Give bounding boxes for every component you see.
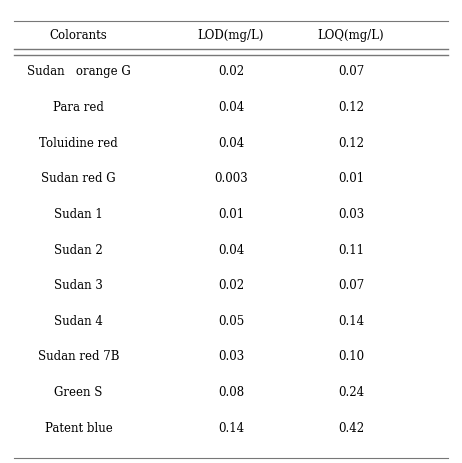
Text: 0.12: 0.12 <box>338 101 364 114</box>
Text: 0.07: 0.07 <box>338 279 364 292</box>
Text: 0.14: 0.14 <box>218 422 244 435</box>
Text: Sudan red G: Sudan red G <box>41 172 116 185</box>
Text: 0.03: 0.03 <box>218 350 244 363</box>
Text: 0.07: 0.07 <box>338 65 364 78</box>
Text: Sudan 2: Sudan 2 <box>54 244 103 257</box>
Text: Para red: Para red <box>53 101 104 114</box>
Text: 0.04: 0.04 <box>218 101 244 114</box>
Text: 0.02: 0.02 <box>218 65 244 78</box>
Text: LOQ(mg/L): LOQ(mg/L) <box>318 29 384 42</box>
Text: LOD(mg/L): LOD(mg/L) <box>198 29 264 42</box>
Text: Sudan red 7B: Sudan red 7B <box>38 350 119 363</box>
Text: 0.04: 0.04 <box>218 244 244 257</box>
Text: 0.04: 0.04 <box>218 137 244 150</box>
Text: 0.24: 0.24 <box>338 386 364 399</box>
Text: Sudan 3: Sudan 3 <box>54 279 103 292</box>
Text: Patent blue: Patent blue <box>45 422 112 435</box>
Text: 0.01: 0.01 <box>338 172 364 185</box>
Text: 0.01: 0.01 <box>218 208 244 221</box>
Text: Toluidine red: Toluidine red <box>39 137 118 150</box>
Text: 0.11: 0.11 <box>338 244 364 257</box>
Text: Sudan   orange G: Sudan orange G <box>27 65 130 78</box>
Text: 0.42: 0.42 <box>338 422 364 435</box>
Text: 0.14: 0.14 <box>338 315 364 328</box>
Text: 0.02: 0.02 <box>218 279 244 292</box>
Text: 0.10: 0.10 <box>338 350 364 363</box>
Text: 0.05: 0.05 <box>218 315 244 328</box>
Text: 0.12: 0.12 <box>338 137 364 150</box>
Text: 0.03: 0.03 <box>338 208 364 221</box>
Text: 0.003: 0.003 <box>214 172 248 185</box>
Text: Sudan 4: Sudan 4 <box>54 315 103 328</box>
Text: Colorants: Colorants <box>50 29 107 42</box>
Text: Sudan 1: Sudan 1 <box>54 208 103 221</box>
Text: Green S: Green S <box>55 386 103 399</box>
Text: 0.08: 0.08 <box>218 386 244 399</box>
